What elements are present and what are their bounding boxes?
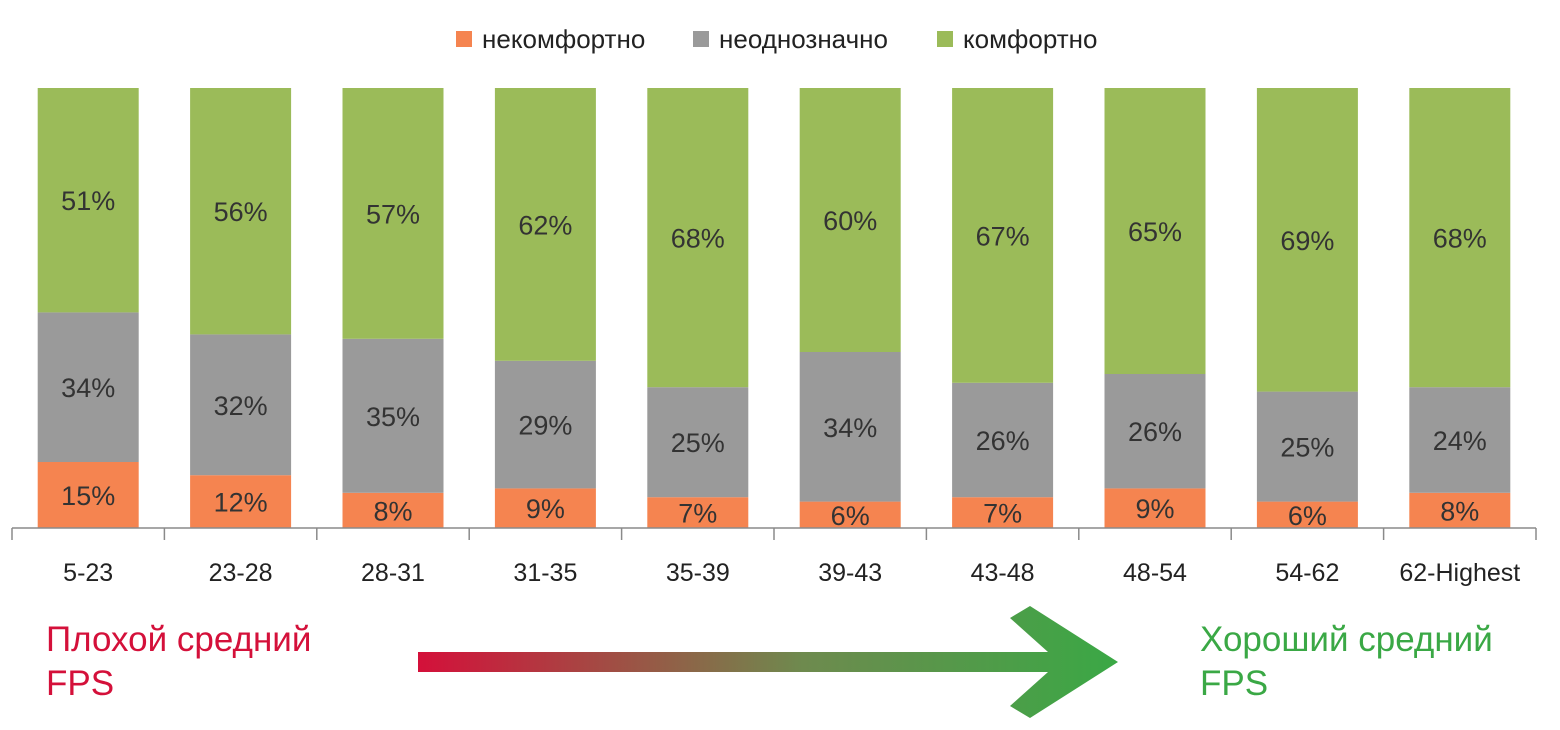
data-label-48-54-1: 26% (1128, 417, 1182, 447)
good-fps-label: Хороший средний FPS (1200, 618, 1493, 706)
data-label-5-23-0: 15% (61, 481, 115, 511)
data-label-23-28-1: 32% (214, 391, 268, 421)
bars-group: 15% 34% 51% 12% 32% 56% 8% 35% 57% 9% 29% 62% 7% 25% 6… (37, 88, 1511, 531)
data-label-28-31-2: 57% (366, 199, 420, 229)
x-tick-label-3: 31-35 (513, 559, 577, 587)
data-label-54-62-1: 25% (1280, 433, 1334, 463)
data-label-54-62-0: 6% (1288, 501, 1327, 531)
direction-arrow (418, 606, 1118, 718)
data-label-23-28-2: 56% (214, 197, 268, 227)
bar-segment-48-54-1 (1104, 374, 1206, 489)
bad-fps-label: Плохой средний FPS (46, 618, 311, 706)
data-label-62-Highest-1: 24% (1433, 426, 1487, 456)
data-label-39-43-2: 60% (823, 206, 877, 236)
data-label-48-54-2: 65% (1128, 217, 1182, 247)
data-label-35-39-0: 7% (678, 499, 717, 529)
data-label-31-35-0: 9% (526, 494, 565, 524)
bar-segment-35-39-2 (647, 88, 749, 388)
bar-segment-54-62-1 (1256, 391, 1358, 502)
data-label-62-Highest-2: 68% (1433, 224, 1487, 254)
bar-segment-23-28-1 (190, 334, 292, 476)
bar-segment-62-Highest-1 (1409, 387, 1511, 493)
bar-segment-5-23-1 (37, 312, 139, 462)
bar-segment-62-Highest-0 (1409, 492, 1511, 528)
data-label-23-28-0: 12% (214, 488, 268, 518)
legend-label-0: некомфортно (482, 24, 645, 54)
x-tick-label-0: 5-23 (63, 559, 113, 587)
data-label-5-23-1: 34% (61, 373, 115, 403)
data-label-28-31-1: 35% (366, 402, 420, 432)
data-label-28-31-0: 8% (373, 496, 412, 526)
legend-label-1: неоднозначно (719, 24, 888, 54)
direction-arrow-shape (418, 606, 1118, 718)
bar-segment-31-35-0 (494, 488, 596, 528)
bar-segment-43-48-1 (952, 382, 1054, 498)
bar-segment-35-39-1 (647, 387, 749, 498)
data-label-35-39-1: 25% (671, 428, 725, 458)
legend-swatch-1 (693, 31, 709, 47)
x-tick-label-2: 28-31 (361, 559, 425, 587)
bad-fps-label-line-0: Плохой средний (46, 620, 312, 659)
x-tick-label-7: 48-54 (1123, 559, 1187, 587)
x-tick-label-1: 23-28 (209, 559, 273, 587)
x-tick-label-6: 43-48 (971, 559, 1035, 587)
data-label-5-23-2: 51% (61, 186, 115, 216)
x-tick-label-9: 62-Highest (1399, 559, 1520, 587)
bar-segment-5-23-2 (37, 88, 139, 313)
bar-segment-39-43-2 (799, 88, 901, 352)
bar-segment-48-54-0 (1104, 488, 1206, 528)
bad-fps-label-line-1: FPS (46, 664, 115, 703)
x-tick-label-5: 39-43 (818, 559, 882, 587)
good-fps-label-line-1: FPS (1200, 664, 1269, 703)
bar-segment-39-43-1 (799, 352, 901, 502)
bar-segment-43-48-0 (952, 497, 1054, 528)
data-label-31-35-2: 62% (518, 210, 572, 240)
data-label-43-48-0: 7% (983, 499, 1022, 529)
bar-segment-31-35-1 (494, 360, 596, 489)
x-axis: 5-23 23-28 28-31 31-35 35-39 39-43 43-48 48-54 5… (11, 527, 1537, 587)
data-label-54-62-2: 69% (1280, 226, 1334, 256)
bar-segment-43-48-2 (952, 88, 1054, 383)
x-tick-label-8: 54-62 (1275, 559, 1339, 587)
bar-segment-28-31-1 (342, 338, 444, 493)
data-label-35-39-2: 68% (671, 224, 725, 254)
legend-swatch-0 (456, 31, 472, 47)
x-tick-label-4: 35-39 (666, 559, 730, 587)
bar-segment-31-35-2 (494, 88, 596, 361)
bar-segment-39-43-0 (799, 501, 901, 528)
bar-segment-28-31-0 (342, 492, 444, 528)
data-label-43-48-2: 67% (976, 221, 1030, 251)
data-label-62-Highest-0: 8% (1440, 496, 1479, 526)
legend-swatch-2 (937, 31, 953, 47)
data-label-43-48-1: 26% (976, 426, 1030, 456)
bar-segment-48-54-2 (1104, 88, 1206, 374)
bar-segment-54-62-2 (1256, 88, 1358, 392)
data-label-48-54-0: 9% (1135, 494, 1174, 524)
bar-segment-23-28-0 (190, 475, 292, 528)
data-label-39-43-1: 34% (823, 413, 877, 443)
bar-segment-28-31-2 (342, 88, 444, 339)
data-label-39-43-0: 6% (831, 501, 870, 531)
bar-segment-23-28-2 (190, 88, 292, 335)
legend: некомфортно неоднозначно комфортно (456, 24, 1097, 54)
data-label-31-35-1: 29% (518, 411, 572, 441)
legend-label-2: комфортно (963, 24, 1097, 54)
bar-segment-5-23-0 (37, 462, 139, 528)
bar-segment-62-Highest-2 (1409, 88, 1511, 388)
good-fps-label-line-0: Хороший средний (1200, 620, 1493, 659)
bar-segment-35-39-0 (647, 497, 749, 528)
bar-segment-54-62-0 (1256, 501, 1358, 528)
